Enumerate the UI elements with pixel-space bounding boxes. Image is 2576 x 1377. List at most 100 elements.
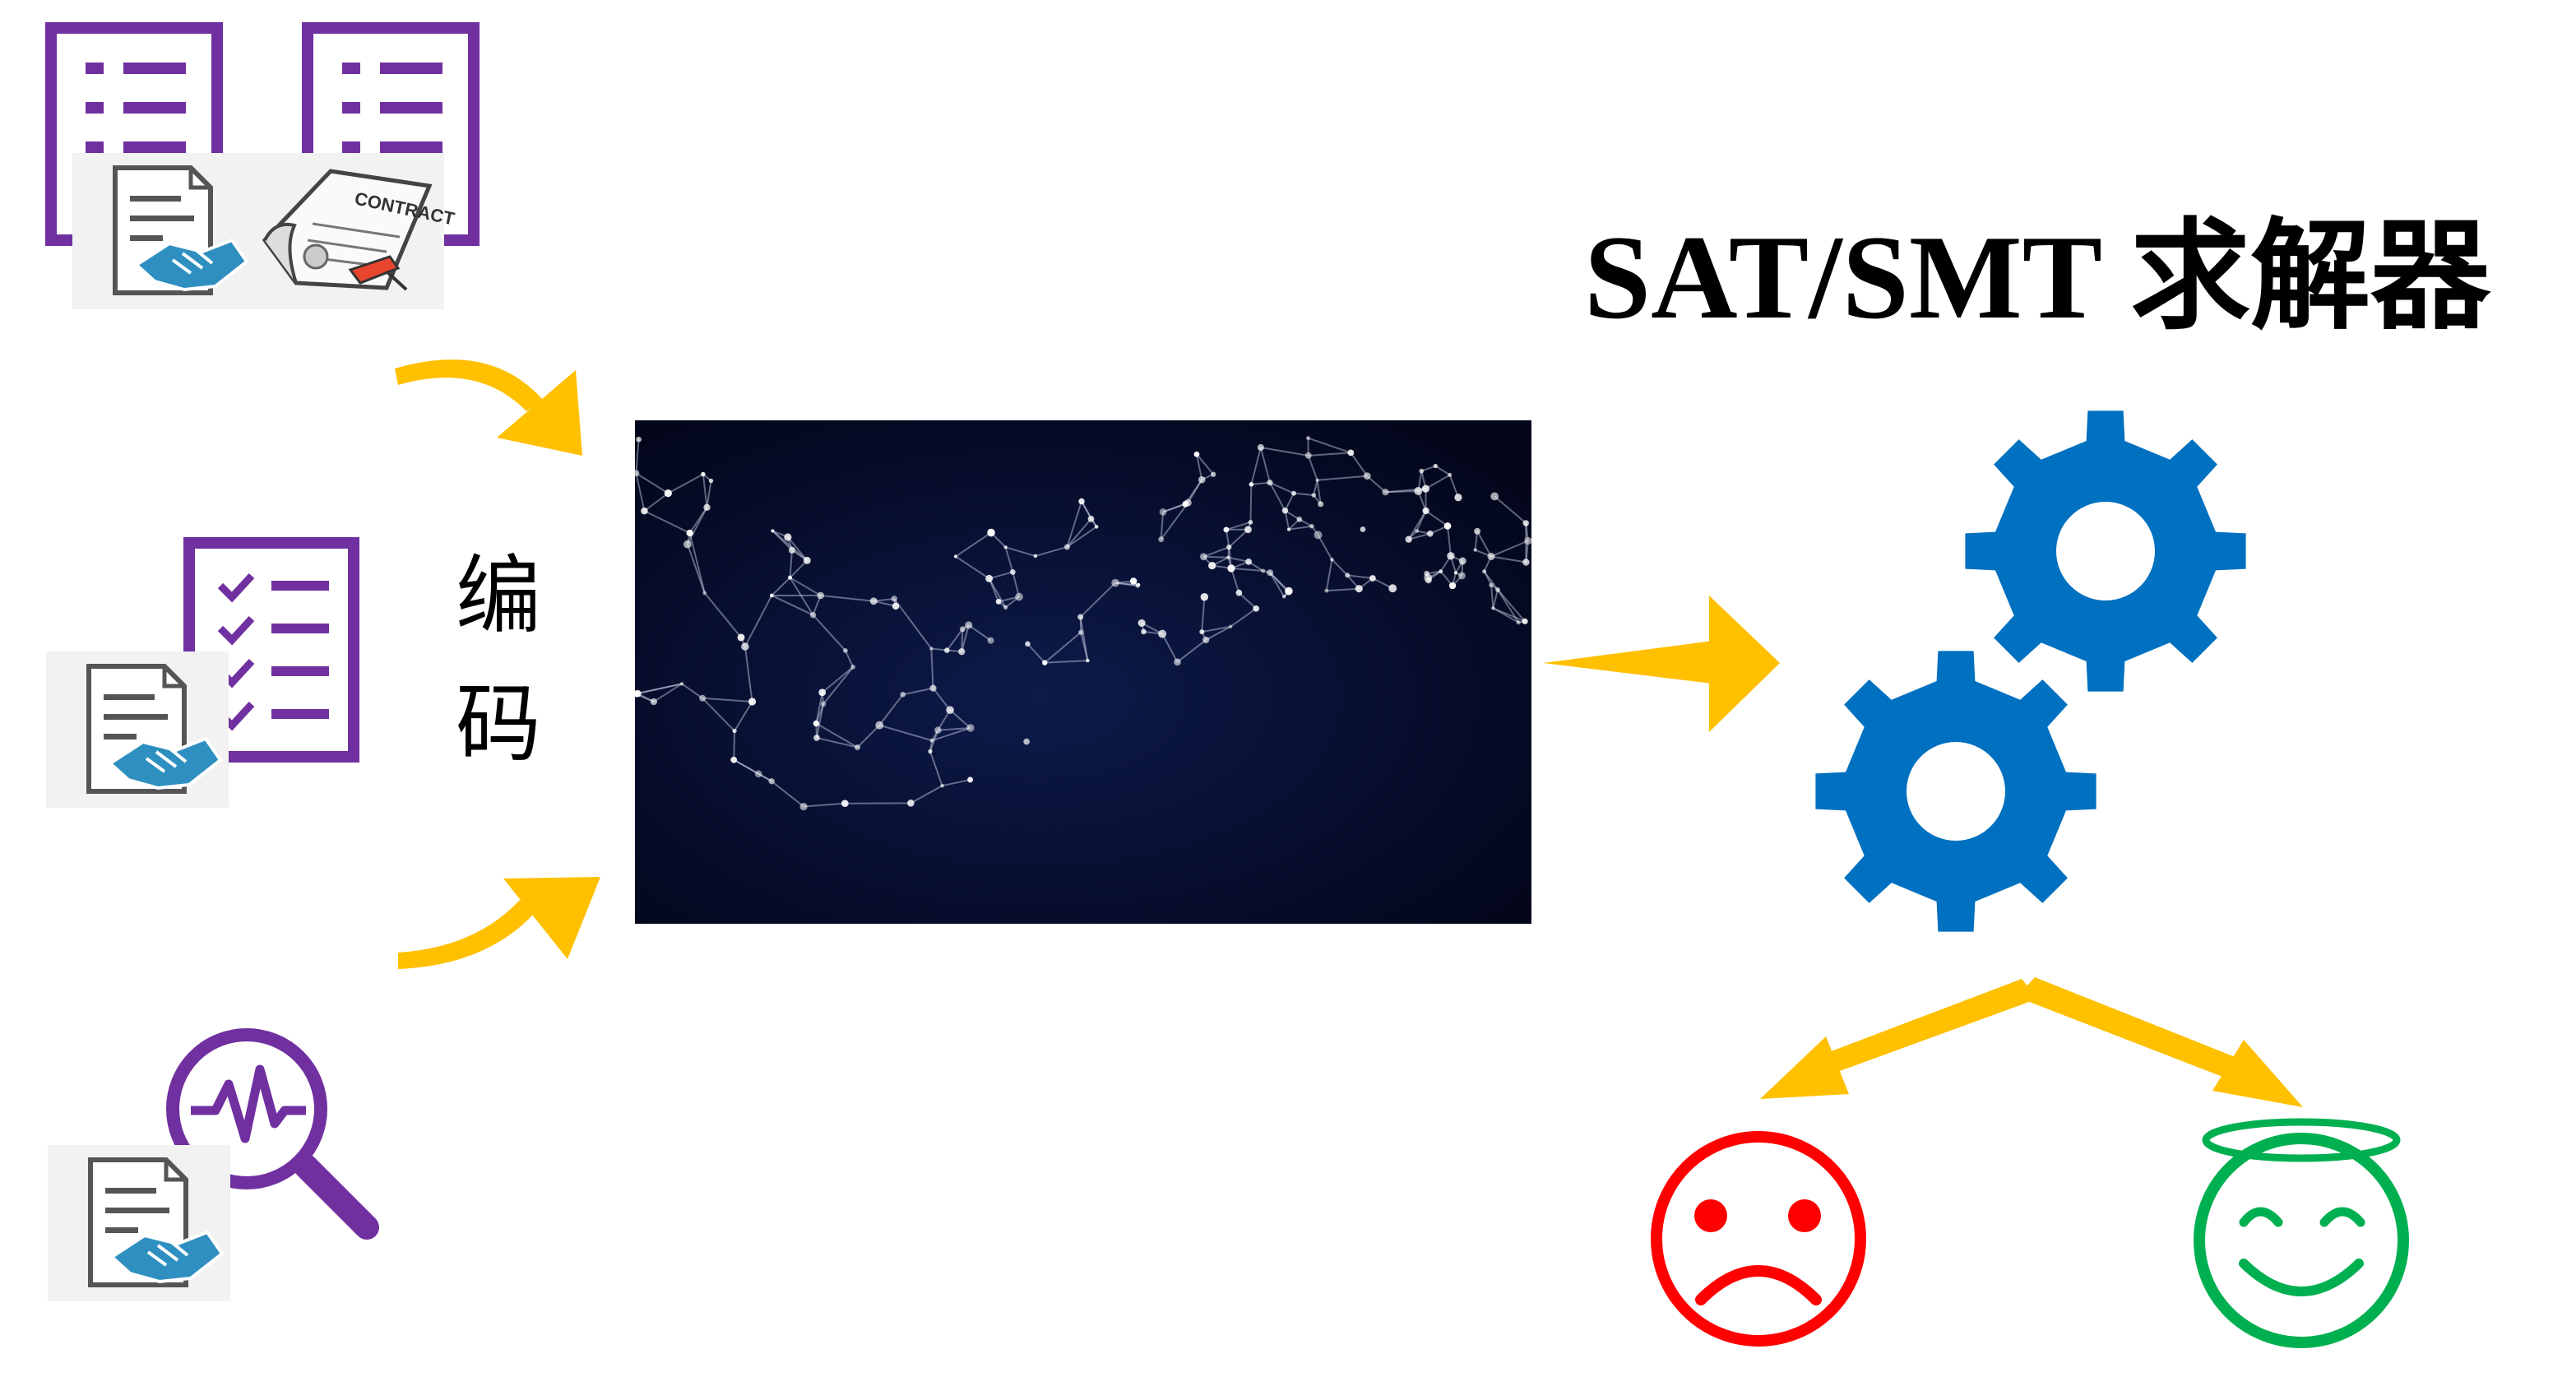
network-node: [987, 528, 995, 537]
network-edge: [1238, 591, 1257, 610]
network-edge: [1203, 546, 1230, 558]
network-node: [1487, 552, 1495, 560]
network-node: [892, 602, 900, 610]
network-node: [1245, 558, 1252, 565]
network-node: [1447, 552, 1455, 560]
network-node: [809, 611, 817, 619]
network-node: [1257, 443, 1264, 452]
network-edge: [789, 549, 793, 578]
network-edge: [803, 802, 846, 808]
network-node: [813, 735, 820, 741]
network-edge: [812, 614, 846, 651]
network-node: [1244, 526, 1252, 534]
network-edge: [1490, 540, 1529, 558]
network-node: [1267, 569, 1274, 577]
network-node: [1495, 586, 1501, 592]
network-node: [850, 664, 856, 670]
network-node: [1248, 519, 1253, 525]
network-edge: [942, 778, 971, 787]
network-edge: [771, 780, 804, 808]
network-edge: [1284, 510, 1290, 530]
network-node: [1482, 569, 1487, 574]
network-node: [1324, 588, 1329, 593]
network-node: [966, 724, 975, 732]
network-node: [1267, 480, 1273, 486]
network-node: [799, 802, 808, 811]
network-edge: [744, 595, 773, 647]
network-edge: [989, 571, 1013, 580]
network-edge: [1225, 529, 1230, 548]
network-node: [737, 633, 745, 642]
network-node: [741, 642, 749, 651]
network-node: [1439, 569, 1443, 573]
network-edge: [1080, 632, 1089, 661]
network-edge: [1230, 568, 1240, 593]
network-edge: [771, 530, 808, 562]
arrow-top-curved: [395, 359, 582, 456]
network-edge: [1228, 556, 1249, 563]
network-node: [1159, 508, 1167, 516]
network-edge: [686, 544, 706, 594]
network-edge: [1483, 571, 1493, 586]
network-edge: [1492, 607, 1526, 623]
network-node: [1421, 484, 1430, 493]
network-node: [1087, 515, 1095, 522]
network-node: [1306, 436, 1310, 440]
network-node: [708, 478, 714, 484]
network-node: [683, 540, 692, 549]
network-edge: [822, 666, 854, 693]
network-edge: [1044, 631, 1082, 664]
network-node: [940, 783, 944, 788]
network-node: [891, 596, 898, 602]
network-edge: [1366, 475, 1387, 493]
network-edge: [910, 785, 943, 804]
network-node: [664, 489, 672, 498]
network-edge: [1260, 446, 1309, 457]
network-node: [967, 777, 974, 783]
network-edge: [1425, 510, 1448, 527]
network-edge: [1385, 489, 1419, 494]
network-node: [699, 694, 707, 702]
network-node: [1524, 536, 1531, 545]
network-edge: [902, 687, 934, 696]
network-node: [842, 647, 848, 653]
network-edge: [1326, 587, 1360, 592]
network-node: [1042, 660, 1048, 665]
network-node: [1315, 478, 1319, 482]
network-node: [1422, 507, 1429, 515]
network-node: [928, 749, 933, 754]
network-node: [1137, 619, 1146, 627]
network-node: [1223, 526, 1230, 533]
network-node: [1281, 594, 1286, 599]
network-edge: [635, 683, 683, 695]
network-node: [1077, 614, 1084, 620]
network-node: [1388, 584, 1397, 593]
network-edge: [1317, 475, 1368, 481]
network-node: [1330, 558, 1334, 562]
network-node: [636, 436, 642, 443]
network-edge: [931, 727, 971, 742]
network-edge: [702, 697, 753, 703]
network-node: [1009, 569, 1016, 575]
network-edge: [635, 472, 669, 494]
network-edge: [771, 530, 793, 551]
network-node: [1064, 544, 1070, 550]
network-node: [1078, 498, 1085, 505]
network-edge: [702, 698, 735, 732]
gears-icon: [1815, 410, 2246, 932]
network-node: [769, 593, 774, 598]
network-edge: [702, 474, 708, 508]
network-node: [1304, 452, 1312, 459]
network-edge: [1160, 502, 1189, 540]
network-node: [1136, 582, 1141, 587]
network-node: [985, 574, 994, 582]
network-node: [1174, 658, 1181, 666]
network-edge: [1408, 532, 1431, 540]
network-node: [788, 546, 796, 554]
network-node: [1458, 572, 1466, 580]
network-edge: [1447, 526, 1452, 556]
network-node: [1345, 573, 1351, 578]
network-edge: [1250, 447, 1262, 485]
network-node: [1405, 536, 1412, 543]
